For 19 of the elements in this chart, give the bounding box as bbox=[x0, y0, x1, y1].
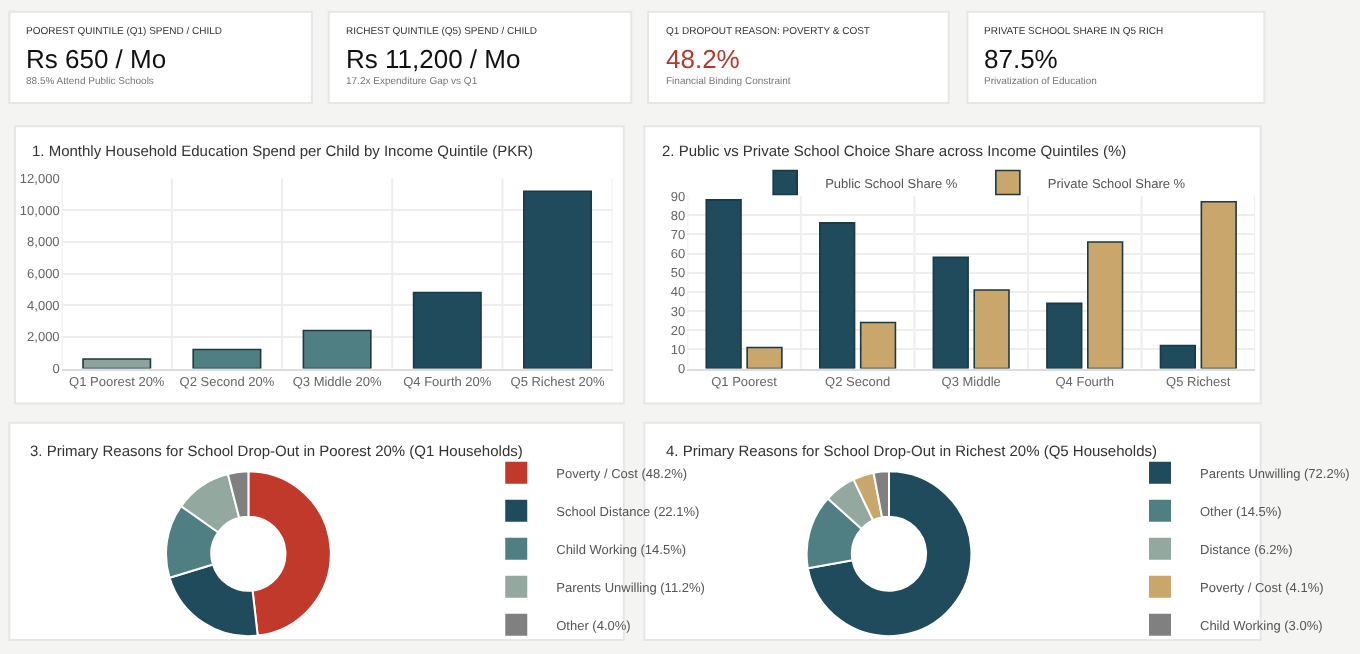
bar bbox=[1159, 344, 1197, 369]
text: Rs 650 / Mo bbox=[26, 44, 167, 74]
text: 87.5% bbox=[984, 44, 1059, 74]
bar bbox=[859, 321, 897, 369]
text: 48.2% bbox=[666, 44, 741, 74]
bar bbox=[746, 346, 783, 369]
bar bbox=[1046, 302, 1083, 369]
bar bbox=[932, 256, 969, 369]
text: Rs 11,200 / Mo bbox=[346, 44, 521, 74]
bar bbox=[973, 289, 1010, 369]
bar bbox=[302, 329, 372, 369]
bar bbox=[1200, 200, 1237, 369]
bar bbox=[522, 190, 593, 369]
bar bbox=[192, 348, 262, 369]
bar bbox=[1086, 241, 1124, 369]
bar bbox=[82, 358, 152, 369]
bar bbox=[705, 199, 742, 369]
bar bbox=[412, 291, 482, 369]
bar bbox=[819, 222, 856, 369]
